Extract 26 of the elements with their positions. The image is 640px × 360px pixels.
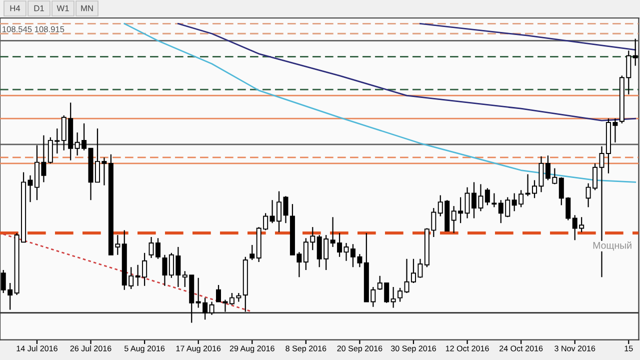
candlestick	[162, 254, 168, 286]
text: 108.545 108.915	[2, 26, 64, 32]
x-tick-label: 8 Sep 2016	[286, 346, 326, 353]
x-tick-label: 14 Jul 2016	[16, 345, 58, 352]
candlestick	[484, 188, 490, 206]
candlestick	[209, 301, 214, 316]
candlestick	[390, 286, 396, 308]
x-tick-label: 15	[624, 346, 633, 352]
x-tick-label: 26 Jul 2016	[70, 345, 112, 352]
x-tick-label: 5 Aug 2016	[124, 346, 165, 353]
candlestick	[492, 192, 497, 208]
text: H4	[10, 5, 20, 12]
candlestick	[398, 287, 403, 302]
text: MN	[81, 5, 93, 12]
x-tick-label: 17 Aug 2016	[176, 346, 221, 353]
x-tick-label: 30 Sep 2016	[390, 346, 436, 353]
x-tick-label: 3 Nov 2016	[554, 346, 596, 352]
text: W1	[56, 5, 69, 12]
x-tick-label: 12 Oct 2016	[446, 346, 489, 352]
text: D1	[34, 5, 44, 12]
candlestick	[632, 38, 638, 66]
candlestick	[250, 244, 255, 261]
x-tick-label: 20 Sep 2016	[337, 346, 382, 353]
x-tick-label: 29 Aug 2016	[230, 346, 274, 353]
ref-line-label: Мощный	[593, 241, 632, 251]
x-tick-label: 24 Oct 2016	[500, 346, 543, 352]
